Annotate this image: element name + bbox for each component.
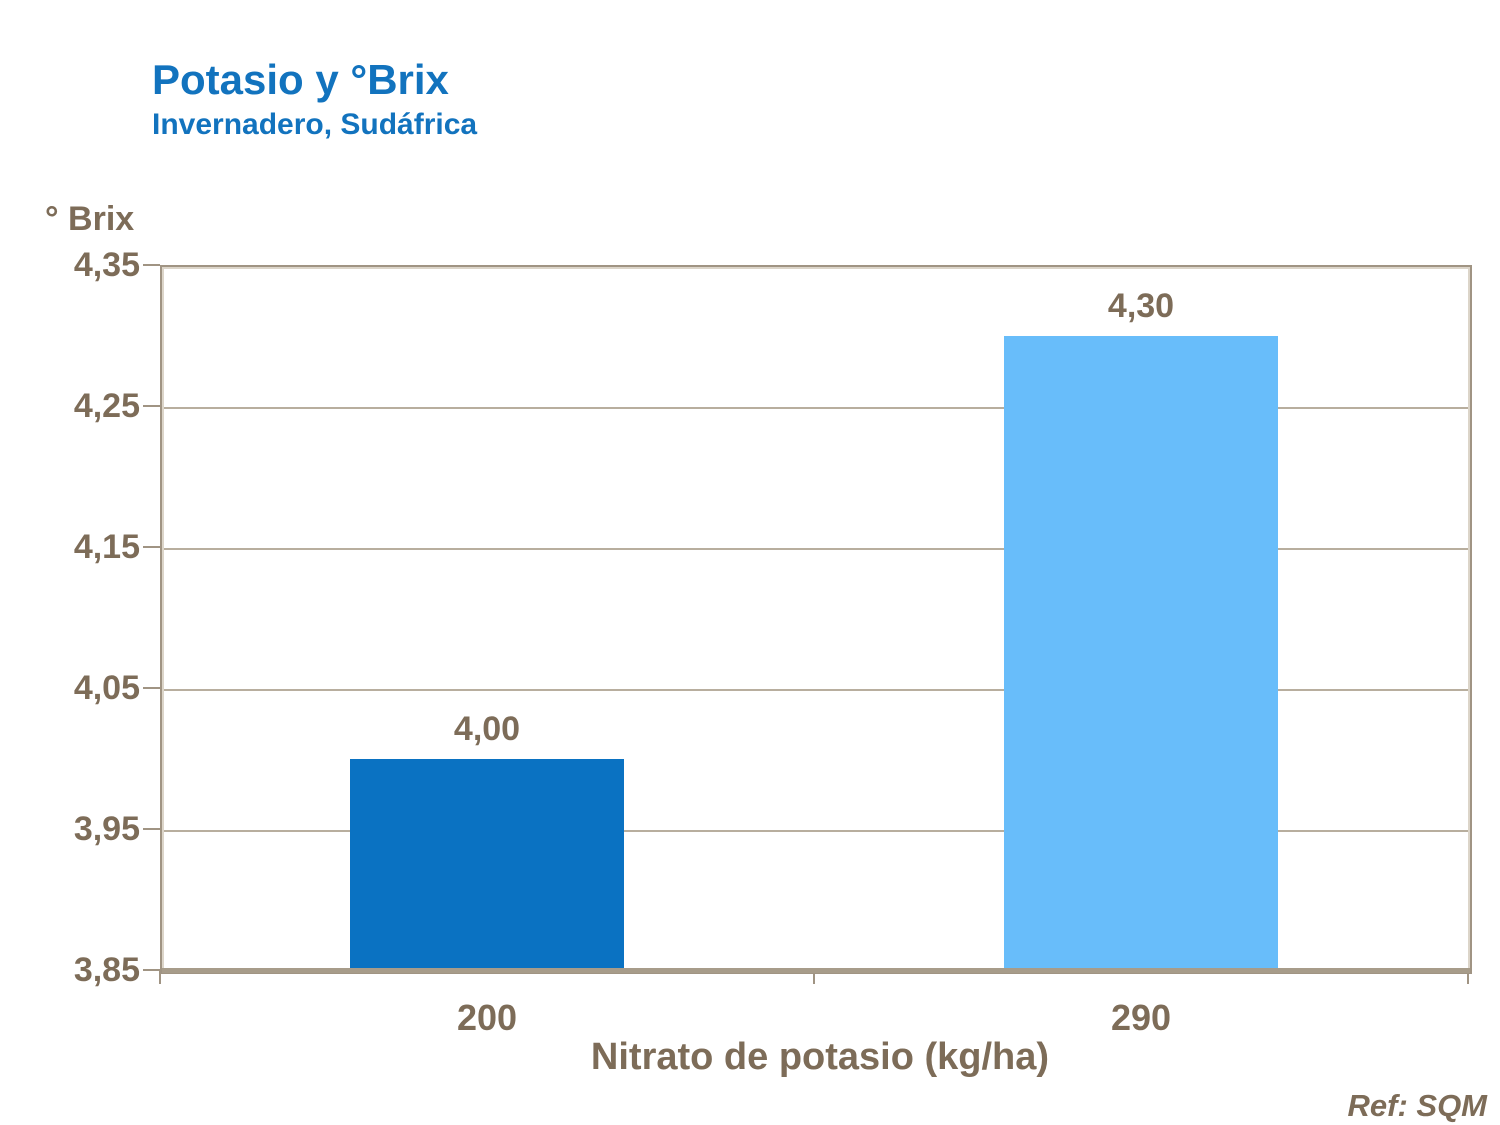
y-tick-mark xyxy=(143,828,160,830)
x-axis-line xyxy=(162,968,1470,973)
x-tick-label: 200 xyxy=(456,997,518,1038)
bar-value-label: 4,00 xyxy=(453,709,521,748)
y-tick-label: 4,15 xyxy=(73,528,140,566)
y-tick-mark xyxy=(143,687,160,689)
bar-200 xyxy=(350,758,624,970)
y-tick-label: 4,05 xyxy=(73,669,140,707)
y-tick-label: 4,25 xyxy=(73,387,140,425)
x-tick-mark xyxy=(159,970,161,984)
plot-area xyxy=(160,265,1472,974)
y-tick-mark xyxy=(143,969,160,971)
bar-value-label: 4,30 xyxy=(1107,286,1175,325)
x-tick-mark xyxy=(1467,970,1469,984)
x-axis-title: Nitrato de potasio (kg/ha) xyxy=(590,1036,1050,1078)
gridline xyxy=(164,407,1468,409)
gridline xyxy=(164,830,1468,832)
gridline xyxy=(164,548,1468,550)
reference-text: Ref: SQM xyxy=(1347,1088,1488,1123)
y-tick-mark xyxy=(143,264,160,266)
x-tick-mark xyxy=(813,970,815,984)
chart-title: Potasio y °Brix xyxy=(152,56,449,103)
y-tick-mark xyxy=(143,546,160,548)
y-tick-label: 4,35 xyxy=(73,246,140,284)
chart-subtitle: Invernadero, Sudáfrica xyxy=(152,108,478,141)
y-tick-label: 3,85 xyxy=(73,951,140,989)
y-tick-mark xyxy=(143,405,160,407)
x-tick-label: 290 xyxy=(1110,997,1172,1038)
bar-290 xyxy=(1004,335,1278,970)
y-tick-label: 3,95 xyxy=(73,810,140,848)
y-axis-label: ° Brix xyxy=(45,200,135,238)
gridline xyxy=(164,689,1468,691)
